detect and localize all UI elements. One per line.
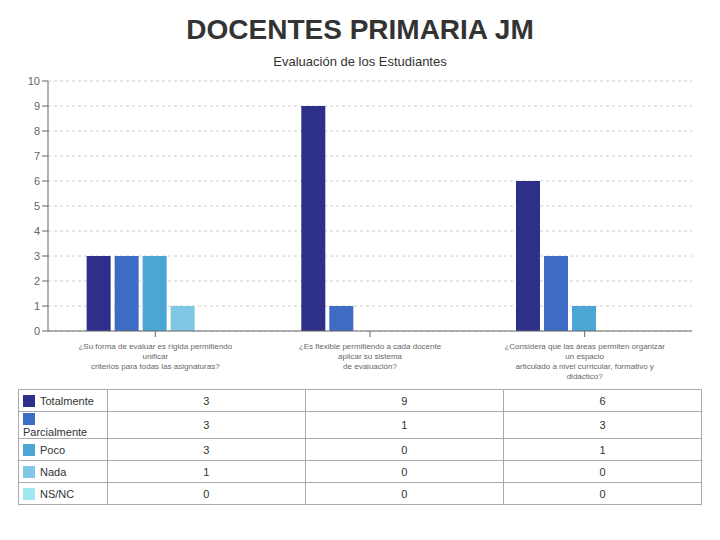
svg-text:4: 4	[34, 225, 40, 237]
html-text:1: 1	[599, 443, 606, 456]
html-text:3: 3	[203, 443, 210, 456]
html-text:3: 3	[203, 419, 210, 432]
svg-text:¿Es flexible permitiendo a cad: ¿Es flexible permitiendo a cada docentea…	[299, 342, 442, 371]
svg-text:¿Su forma de evaluar es rígida: ¿Su forma de evaluar es rígida permitien…	[78, 342, 232, 371]
html-text:3: 3	[599, 419, 606, 432]
html-text:1: 1	[401, 419, 408, 432]
svg-text:3: 3	[34, 250, 40, 262]
html-text:0: 0	[401, 465, 408, 478]
html-text:0: 0	[401, 443, 408, 456]
svg-text:¿Considera que las áreas permi: ¿Considera que las áreas permiten organi…	[504, 342, 665, 381]
html-text:0: 0	[401, 487, 408, 500]
svg-text:7: 7	[34, 150, 40, 162]
html-text:Nada: Nada	[40, 466, 67, 479]
html-text:Poco: Poco	[40, 444, 66, 457]
svg-text:10: 10	[28, 75, 40, 87]
html-text:Evaluación de los Estudiantes: Evaluación de los Estudiantes	[273, 54, 447, 69]
html-text:Parcialmente: Parcialmente	[23, 426, 88, 439]
svg-text:2: 2	[34, 275, 40, 287]
html-text:NS/NC: NS/NC	[40, 488, 75, 501]
html-text:0: 0	[599, 465, 606, 478]
html-text:Totalmente: Totalmente	[40, 395, 94, 407]
html-text:DOCENTES PRIMARIA JM: DOCENTES PRIMARIA JM	[186, 14, 534, 45]
svg-text:0: 0	[34, 325, 40, 337]
svg-text:5: 5	[34, 200, 40, 212]
svg-text:1: 1	[34, 300, 40, 312]
svg-text:9: 9	[34, 100, 40, 112]
svg-text:6: 6	[34, 175, 40, 187]
html-text:0: 0	[203, 487, 210, 500]
html-text:9: 9	[401, 394, 408, 407]
svg-text:8: 8	[34, 125, 40, 137]
html-text:3: 3	[203, 394, 210, 407]
html-text:0: 0	[599, 487, 606, 500]
html-text:1: 1	[203, 465, 210, 478]
html-text:6: 6	[599, 394, 606, 407]
